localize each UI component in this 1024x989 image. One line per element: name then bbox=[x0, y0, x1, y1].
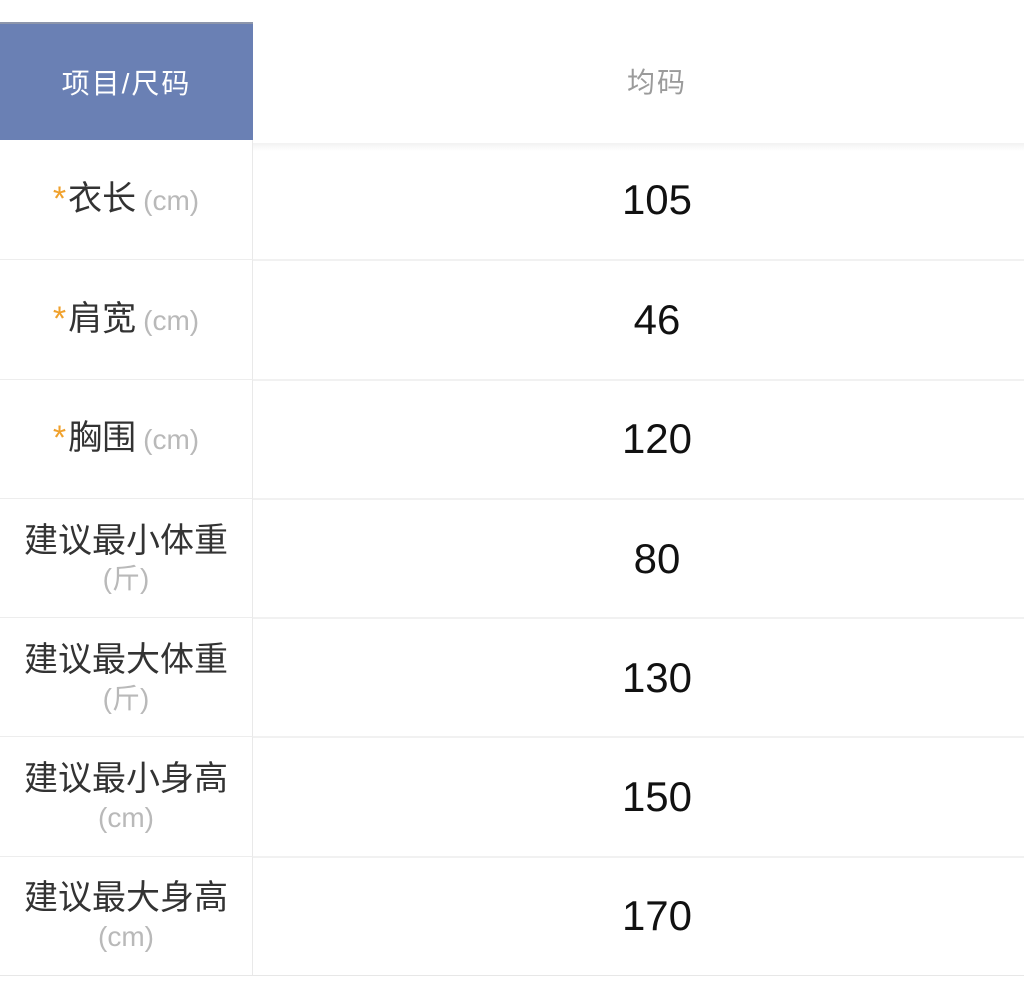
row-label-cell: 建议最大身高 (cm) bbox=[0, 855, 253, 976]
row-value-cell[interactable]: 120 bbox=[253, 378, 1024, 498]
corner-header-cell: 项目/尺码 bbox=[0, 22, 253, 140]
row-label: 肩宽 bbox=[68, 300, 137, 339]
row-unit: (cm) bbox=[143, 424, 200, 456]
row-label-line: 建议最小身高 bbox=[24, 759, 228, 800]
row-label-cell: *衣长 (cm) bbox=[0, 140, 253, 260]
size-column-header-cell: 均码 bbox=[253, 22, 1024, 140]
row-value-cell[interactable]: 80 bbox=[253, 497, 1024, 618]
row-value: 80 bbox=[633, 534, 681, 582]
required-asterisk: * bbox=[52, 180, 67, 219]
row-value: 150 bbox=[621, 773, 693, 821]
row-unit: (斤) bbox=[102, 682, 150, 714]
row-value-cell[interactable]: 150 bbox=[253, 736, 1024, 856]
row-unit: (cm) bbox=[143, 185, 200, 217]
table-header-row: 项目/尺码 均码 bbox=[0, 22, 1024, 140]
required-asterisk: * bbox=[52, 419, 67, 458]
row-label: 建议最大身高 bbox=[24, 879, 228, 918]
table-row: *衣长 (cm) 105 bbox=[0, 140, 1024, 260]
row-label-cell: 建议最小体重 (斤) bbox=[0, 497, 253, 618]
row-unit: (cm) bbox=[98, 921, 154, 953]
row-value-cell[interactable]: 105 bbox=[253, 140, 1024, 260]
row-label-line: 建议最大身高 bbox=[24, 878, 228, 919]
row-label-cell: 建议最大体重 (斤) bbox=[0, 617, 253, 737]
row-label: 建议最小身高 bbox=[24, 760, 228, 799]
table-row: 建议最小体重 (斤) 80 bbox=[0, 497, 1024, 618]
row-unit: (cm) bbox=[98, 801, 154, 833]
row-value-cell[interactable]: 46 bbox=[253, 259, 1024, 379]
table-row: 建议最大体重 (斤) 130 bbox=[0, 617, 1024, 737]
row-label-cell: *胸围 (cm) bbox=[0, 378, 253, 498]
row-label-line: *衣长 (cm) bbox=[53, 179, 199, 220]
row-label: 建议最小体重 bbox=[24, 521, 228, 560]
row-label-line: 建议最小体重 bbox=[24, 521, 228, 562]
corner-header-label: 项目/尺码 bbox=[61, 68, 192, 99]
row-value-cell[interactable]: 130 bbox=[253, 617, 1024, 737]
row-value: 46 bbox=[633, 295, 681, 343]
row-unit: (斤) bbox=[102, 563, 150, 595]
table-row: 建议最小身高 (cm) 150 bbox=[0, 736, 1024, 856]
row-value-cell[interactable]: 170 bbox=[253, 855, 1024, 976]
table-row: *胸围 (cm) 120 bbox=[0, 378, 1024, 498]
row-value: 120 bbox=[621, 415, 693, 463]
row-label: 衣长 bbox=[68, 180, 137, 219]
row-label-cell: *肩宽 (cm) bbox=[0, 259, 253, 379]
row-label-cell: 建议最小身高 (cm) bbox=[0, 736, 253, 856]
row-value: 130 bbox=[621, 653, 693, 701]
row-value: 170 bbox=[621, 892, 693, 940]
size-column-header-label: 均码 bbox=[626, 67, 687, 98]
required-asterisk: * bbox=[52, 300, 67, 339]
row-label-line: *胸围 (cm) bbox=[53, 418, 199, 459]
row-label: 胸围 bbox=[68, 419, 137, 458]
row-label-line: 建议最大体重 bbox=[24, 640, 228, 681]
row-unit: (cm) bbox=[143, 305, 200, 337]
row-value: 105 bbox=[621, 175, 693, 223]
table-row: *肩宽 (cm) 46 bbox=[0, 259, 1024, 379]
table-row: 建议最大身高 (cm) 170 bbox=[0, 855, 1024, 976]
row-label: 建议最大体重 bbox=[24, 640, 228, 679]
row-label-line: *肩宽 (cm) bbox=[53, 299, 199, 340]
